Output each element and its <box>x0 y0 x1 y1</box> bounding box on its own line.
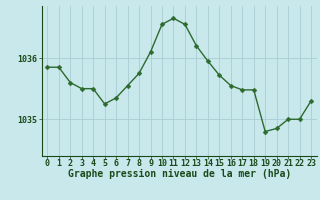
X-axis label: Graphe pression niveau de la mer (hPa): Graphe pression niveau de la mer (hPa) <box>68 169 291 179</box>
